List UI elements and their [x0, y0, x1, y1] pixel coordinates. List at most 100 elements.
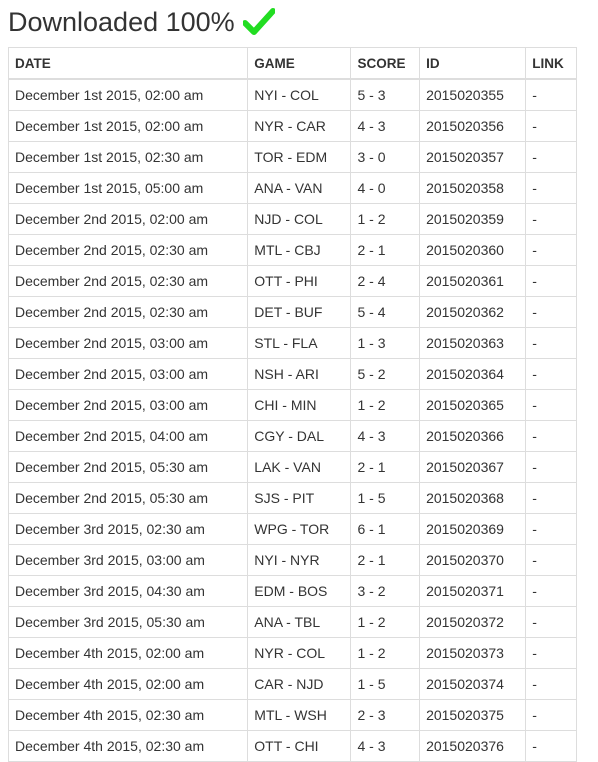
column-header-score[interactable]: SCORE [350, 47, 421, 80]
table-row[interactable]: December 3rd 2015, 02:30 am WPG - TOR 6 - … [7, 513, 577, 545]
cell-link[interactable]: - [525, 78, 577, 111]
column-header-date[interactable]: DATE [7, 47, 249, 80]
table-row[interactable]: December 2nd 2015, 05:30 am LAK - VAN 2 - … [7, 451, 577, 483]
cell-link[interactable]: - [525, 513, 577, 545]
cell-date: December 4th 2015, 02:00 am [7, 637, 249, 669]
cell-game: OTT - CHI [247, 730, 352, 762]
cell-score: 1 - 5 [350, 482, 421, 514]
cell-id: 2015020370 [419, 544, 527, 576]
cell-link[interactable]: - [525, 668, 577, 700]
cell-game: NYR - CAR [247, 110, 352, 142]
cell-date: December 3rd 2015, 02:30 am [7, 513, 249, 545]
cell-link[interactable]: - [525, 420, 577, 452]
cell-link[interactable]: - [525, 606, 577, 638]
column-header-game[interactable]: GAME [247, 47, 352, 80]
cell-date: December 1st 2015, 02:30 am [7, 141, 249, 173]
table-row[interactable]: December 4th 2015, 02:30 am MTL - WSH 2 - … [7, 699, 577, 731]
cell-game: CGY - DAL [247, 420, 352, 452]
cell-game: LAK - VAN [247, 451, 352, 483]
table-row[interactable]: December 4th 2015, 02:00 am CAR - NJD 1 - … [7, 668, 577, 700]
cell-score: 4 - 3 [350, 110, 421, 142]
cell-game: NYR - COL [247, 637, 352, 669]
cell-game: OTT - PHI [247, 265, 352, 297]
cell-id: 2015020367 [419, 451, 527, 483]
cell-link[interactable]: - [525, 730, 577, 762]
cell-id: 2015020356 [419, 110, 527, 142]
cell-game: CHI - MIN [247, 389, 352, 421]
cell-score: 3 - 0 [350, 141, 421, 173]
cell-id: 2015020360 [419, 234, 527, 266]
cell-game: MTL - CBJ [247, 234, 352, 266]
cell-score: 6 - 1 [350, 513, 421, 545]
cell-score: 1 - 2 [350, 203, 421, 235]
cell-game: CAR - NJD [247, 668, 352, 700]
cell-link[interactable]: - [525, 172, 577, 204]
table-row[interactable]: December 2nd 2015, 03:00 am NSH - ARI 5 - … [7, 358, 577, 390]
cell-link[interactable]: - [525, 327, 577, 359]
cell-link[interactable]: - [525, 699, 577, 731]
cell-score: 2 - 4 [350, 265, 421, 297]
table-row[interactable]: December 2nd 2015, 02:30 am OTT - PHI 2 - … [7, 265, 577, 297]
table-row[interactable]: December 2nd 2015, 03:00 am STL - FLA 1 - … [7, 327, 577, 359]
cell-date: December 1st 2015, 02:00 am [7, 78, 249, 111]
check-icon [241, 8, 276, 36]
table-header-row: DATE GAME SCORE ID LINK [7, 47, 577, 80]
table-row[interactable]: December 2nd 2015, 02:00 am NJD - COL 1 - … [7, 203, 577, 235]
cell-link[interactable]: - [525, 575, 577, 607]
cell-link[interactable]: - [525, 451, 577, 483]
table-row[interactable]: December 2nd 2015, 02:30 am MTL - CBJ 2 - … [7, 234, 577, 266]
cell-date: December 2nd 2015, 04:00 am [7, 420, 249, 452]
cell-link[interactable]: - [525, 482, 577, 514]
cell-score: 2 - 1 [350, 234, 421, 266]
cell-link[interactable]: - [525, 389, 577, 421]
cell-game: STL - FLA [247, 327, 352, 359]
cell-score: 4 - 0 [350, 172, 421, 204]
cell-score: 2 - 1 [350, 544, 421, 576]
cell-link[interactable]: - [525, 358, 577, 390]
cell-id: 2015020374 [419, 668, 527, 700]
table-row[interactable]: December 1st 2015, 02:30 am TOR - EDM 3 - … [7, 141, 577, 173]
table-row[interactable]: December 1st 2015, 02:00 am NYR - CAR 4 - … [7, 110, 577, 142]
column-header-id[interactable]: ID [419, 47, 527, 80]
cell-link[interactable]: - [525, 296, 577, 328]
cell-score: 1 - 2 [350, 389, 421, 421]
table-row[interactable]: December 2nd 2015, 03:00 am CHI - MIN 1 - … [7, 389, 577, 421]
cell-date: December 4th 2015, 02:30 am [7, 730, 249, 762]
cell-date: December 1st 2015, 02:00 am [7, 110, 249, 142]
cell-id: 2015020357 [419, 141, 527, 173]
cell-id: 2015020363 [419, 327, 527, 359]
cell-id: 2015020364 [419, 358, 527, 390]
cell-score: 2 - 1 [350, 451, 421, 483]
cell-id: 2015020376 [419, 730, 527, 762]
cell-score: 1 - 2 [350, 637, 421, 669]
cell-date: December 3rd 2015, 04:30 am [7, 575, 249, 607]
cell-link[interactable]: - [525, 110, 577, 142]
cell-link[interactable]: - [525, 637, 577, 669]
cell-link[interactable]: - [525, 265, 577, 297]
table-row[interactable]: December 4th 2015, 02:30 am OTT - CHI 4 - … [7, 730, 577, 762]
table-row[interactable]: December 3rd 2015, 04:30 am EDM - BOS 3 - … [7, 575, 577, 607]
table-row[interactable]: December 2nd 2015, 02:30 am DET - BUF 5 - … [7, 296, 577, 328]
table-row[interactable]: December 1st 2015, 02:00 am NYI - COL 5 - … [7, 78, 577, 111]
cell-link[interactable]: - [525, 544, 577, 576]
cell-link[interactable]: - [525, 141, 577, 173]
table-row[interactable]: December 2nd 2015, 05:30 am SJS - PIT 1 - … [7, 482, 577, 514]
cell-score: 5 - 3 [350, 78, 421, 111]
cell-game: NJD - COL [247, 203, 352, 235]
cell-score: 4 - 3 [350, 420, 421, 452]
cell-score: 4 - 3 [350, 730, 421, 762]
cell-link[interactable]: - [525, 234, 577, 266]
table-row[interactable]: December 1st 2015, 05:00 am ANA - VAN 4 - … [7, 172, 577, 204]
cell-link[interactable]: - [525, 203, 577, 235]
table-row[interactable]: December 3rd 2015, 05:30 am ANA - TBL 1 - … [7, 606, 577, 638]
cell-id: 2015020369 [419, 513, 527, 545]
cell-date: December 2nd 2015, 02:00 am [7, 203, 249, 235]
cell-score: 5 - 4 [350, 296, 421, 328]
cell-date: December 2nd 2015, 03:00 am [7, 389, 249, 421]
table-row[interactable]: December 3rd 2015, 03:00 am NYI - NYR 2 - … [7, 544, 577, 576]
table-row[interactable]: December 4th 2015, 02:00 am NYR - COL 1 - … [7, 637, 577, 669]
column-header-link[interactable]: LINK [525, 47, 577, 80]
cell-score: 1 - 5 [350, 668, 421, 700]
table-row[interactable]: December 2nd 2015, 04:00 am CGY - DAL 4 - … [7, 420, 577, 452]
cell-game: SJS - PIT [247, 482, 352, 514]
